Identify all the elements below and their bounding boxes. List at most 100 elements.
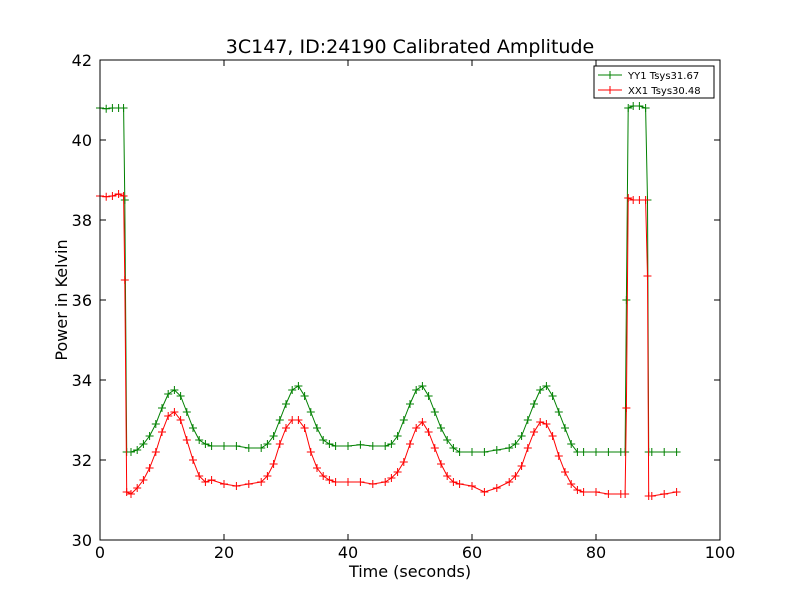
data-point [182,436,191,444]
data-point [542,382,551,390]
data-point [257,444,266,452]
y-tick-label: 38 [72,211,92,230]
x-tick-label: 0 [95,543,105,562]
data-point [604,490,613,498]
data-point [412,386,421,394]
data-point [275,440,284,448]
series-2 [96,190,681,500]
data-point [437,460,445,468]
data-point [505,444,514,452]
data-point [189,456,197,464]
data-point [325,476,334,484]
legend-label: XX1 Tsys30.48 [628,86,701,97]
data-point [300,392,309,400]
legend-marker [606,71,614,79]
data-point [579,448,588,456]
data-point [406,440,414,448]
data-point [164,390,173,398]
data-point [139,440,148,448]
chart-title: 3C147, ID:24190 Calibrated Amplitude [226,36,594,58]
data-point [622,404,631,412]
x-tick-label: 60 [462,543,482,562]
y-tick-label: 42 [72,51,92,70]
data-point [294,416,303,424]
data-point [170,408,179,416]
data-point [647,448,656,456]
data-point [288,386,297,394]
data-point [201,478,210,486]
data-point [437,424,445,432]
data-point [573,486,582,494]
data-point [561,468,569,476]
data-point [207,442,216,450]
data-point [114,190,123,198]
data-point [443,472,452,480]
data-point [306,408,315,416]
x-tick-label: 100 [705,543,736,562]
data-point [455,448,464,456]
y-tick-label: 34 [72,371,92,390]
data-point [542,420,551,428]
data-point [344,442,352,450]
data-point [319,436,328,444]
data-point [207,476,216,484]
data-point [399,416,408,424]
data-point [672,488,681,496]
data-point [158,404,166,412]
data-point [455,480,464,488]
data-point [536,386,545,394]
data-point [635,102,644,110]
y-tick-label: 30 [72,531,92,550]
data-point [263,472,272,480]
series-line [99,193,677,497]
data-point [244,480,253,488]
data-point [424,428,433,436]
data-point [579,488,588,496]
legend-label: YY1 Tsys31.67 [627,71,699,82]
data-point [257,478,266,486]
data-point [269,432,278,440]
data-point [604,448,613,456]
data-point [182,408,191,416]
data-point [319,472,328,480]
data-point [120,276,129,284]
legend-marker [606,86,614,94]
data-point [151,420,160,428]
y-tick-label: 40 [72,131,92,150]
data-point [325,440,334,448]
data-point [189,424,197,432]
data-point [592,448,600,456]
data-point [356,478,365,486]
data-point [399,458,408,466]
data-point [127,448,135,456]
data-point [641,104,650,112]
legend-entry: YY1 Tsys31.67 [598,71,699,82]
data-point [232,442,241,450]
data-point [641,196,650,204]
data-point [306,448,315,456]
data-point [244,444,253,452]
data-point [331,478,340,486]
x-axis-label: Time (seconds) [348,562,471,581]
x-tick-label: 40 [338,543,358,562]
data-point [195,472,204,480]
data-point [151,448,160,456]
data-point [195,436,204,444]
data-point [660,448,669,456]
data-point [449,478,458,486]
data-point [592,488,600,496]
data-point [133,484,142,492]
data-point [102,104,111,113]
legend: YY1 Tsys31.67 XX1 Tsys30.48 [593,65,715,99]
data-point [263,440,272,448]
data-point [449,444,458,452]
data-point [624,104,633,112]
data-point [480,488,489,496]
data-point [536,418,545,426]
data-point [517,432,526,440]
data-point [387,440,396,448]
data-point [170,386,179,394]
data-point [220,442,228,450]
